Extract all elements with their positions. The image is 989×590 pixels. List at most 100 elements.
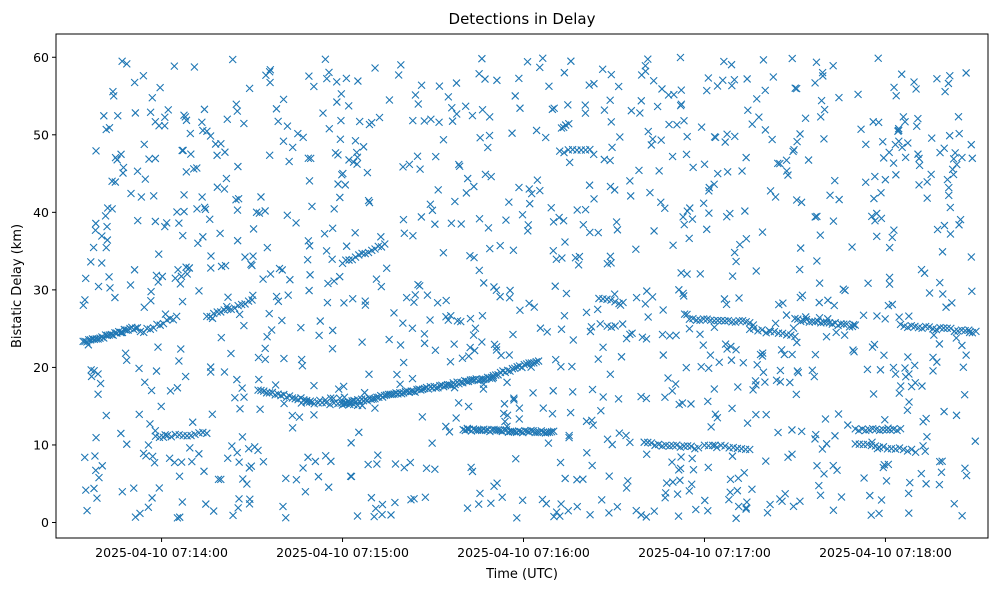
data-point [234, 194, 243, 203]
data-point [835, 93, 843, 102]
data-point [122, 356, 131, 365]
data-point [689, 465, 698, 474]
data-point [848, 243, 856, 251]
data-point [502, 216, 510, 225]
x-tick-label: 2025-04-10 07:14:00 [95, 545, 228, 560]
data-point [632, 506, 641, 515]
data-point [811, 78, 819, 87]
data-point [869, 390, 878, 398]
data-point [508, 129, 516, 138]
data-point [140, 303, 149, 312]
data-point [550, 104, 559, 113]
data-point [515, 183, 523, 192]
data-point [607, 70, 616, 79]
data-point [547, 427, 556, 436]
data-point [751, 410, 760, 419]
data-point [539, 404, 548, 412]
data-point [235, 310, 244, 319]
data-point [162, 218, 171, 227]
data-point [680, 220, 689, 229]
data-point [895, 389, 904, 398]
data-point [139, 449, 148, 458]
data-point [918, 382, 926, 390]
data-point [687, 400, 695, 408]
data-point [585, 181, 594, 190]
data-point [328, 255, 337, 264]
data-point [813, 461, 821, 470]
data-point [582, 448, 591, 457]
data-point [727, 81, 736, 90]
y-tick-label: 30 [33, 282, 49, 297]
data-point [245, 499, 254, 508]
data-point [324, 279, 332, 288]
data-point [144, 503, 153, 512]
data-point [948, 165, 957, 174]
data-point [205, 215, 214, 224]
data-point [372, 275, 381, 284]
data-point [126, 281, 135, 289]
data-point [683, 270, 691, 279]
data-point [723, 168, 732, 176]
data-point [678, 399, 687, 407]
data-point [230, 304, 239, 313]
data-point [224, 293, 232, 302]
data-point [956, 215, 965, 224]
data-point [262, 71, 270, 80]
data-point [249, 252, 257, 261]
data-point [523, 226, 532, 235]
data-point [255, 209, 264, 218]
data-point [699, 341, 708, 350]
data-point [650, 507, 659, 516]
data-point [235, 494, 243, 503]
data-point [285, 157, 294, 166]
data-point [749, 324, 758, 333]
data-point [708, 441, 717, 450]
data-point [894, 127, 902, 136]
data-point [903, 139, 912, 147]
data-point [796, 244, 805, 252]
data-point [144, 441, 153, 449]
data-point [617, 352, 626, 361]
data-point [86, 258, 95, 266]
data-point [552, 508, 561, 517]
data-point [508, 364, 517, 373]
data-point [150, 458, 159, 467]
data-point [501, 417, 509, 426]
data-point [90, 484, 98, 493]
data-point [131, 109, 140, 117]
data-point [295, 413, 304, 422]
data-point [901, 372, 910, 381]
data-point [130, 78, 139, 87]
data-point [932, 358, 941, 366]
data-point [720, 295, 729, 303]
data-point [762, 410, 771, 419]
data-point [962, 351, 971, 360]
data-point [202, 312, 211, 321]
data-point [668, 478, 677, 486]
data-point [792, 390, 801, 399]
data-point [557, 124, 566, 132]
data-point [661, 488, 670, 497]
data-point [227, 442, 236, 450]
data-point [618, 320, 627, 328]
data-point [657, 136, 666, 145]
data-point [687, 442, 696, 451]
data-point [608, 440, 617, 449]
data-point [857, 125, 865, 134]
data-point [967, 140, 976, 149]
data-point [890, 83, 898, 92]
data-point [409, 231, 417, 240]
data-point [105, 123, 114, 132]
data-point [416, 165, 424, 174]
data-point [179, 146, 187, 155]
data-point [469, 331, 478, 340]
data-point [118, 487, 127, 496]
data-point [152, 271, 161, 280]
data-point [454, 160, 463, 169]
data-point [327, 457, 335, 466]
data-point [354, 428, 363, 437]
data-point [952, 334, 961, 342]
data-point [619, 298, 627, 307]
data-point [710, 180, 719, 189]
data-point [336, 135, 345, 144]
